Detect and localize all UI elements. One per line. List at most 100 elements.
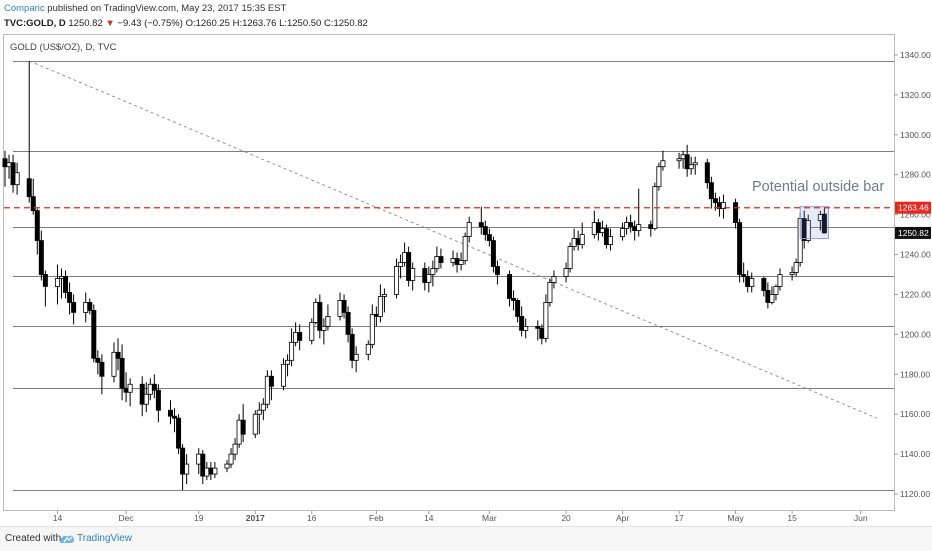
candle-body-down (741, 274, 747, 277)
candle (252, 410, 258, 439)
candle (264, 370, 270, 409)
candle (410, 262, 416, 291)
candle-body-up (599, 228, 605, 233)
candle (87, 298, 93, 315)
candle-body-down (737, 222, 743, 275)
candle-body-up (309, 321, 315, 341)
candle (543, 294, 549, 343)
tradingview-logo-icon[interactable] (58, 531, 76, 545)
candle-body-down (26, 178, 32, 198)
candle-body-down (341, 300, 347, 313)
candle-body-up (466, 222, 472, 237)
candle (599, 220, 605, 237)
candle-body-down (123, 387, 129, 393)
candle (309, 318, 315, 345)
candle (720, 194, 726, 219)
candle (692, 156, 698, 175)
symbol-legend: TVC:GOLD, D 1250.82 ▼ −9.43 (−0.75%) O:1… (4, 17, 368, 31)
candle-body-up (204, 467, 210, 477)
footer-bar: Created with TradingView (0, 526, 932, 551)
candle-body-down (30, 196, 36, 212)
candle (438, 248, 444, 269)
candle (486, 228, 492, 247)
candle-body-down (63, 276, 69, 293)
candle-body-up (365, 343, 371, 355)
candle (579, 222, 585, 249)
candle-body-down (176, 417, 182, 449)
candle-body-down (349, 333, 355, 361)
candle (430, 260, 436, 287)
y-tick-label: 1220.00 (900, 289, 931, 299)
candle (184, 454, 190, 485)
candle (297, 324, 303, 351)
candle-body-up (607, 236, 613, 245)
candle (325, 304, 331, 331)
candle (773, 284, 779, 301)
candle-body-down (87, 302, 93, 311)
candle-body-up (59, 276, 65, 279)
candle-body-up (636, 224, 642, 231)
candle (111, 342, 117, 383)
candle (466, 216, 472, 243)
candle (507, 270, 513, 307)
candle-body-up (353, 353, 359, 361)
candle (91, 304, 97, 363)
candle (660, 150, 666, 171)
y-tick-label: 1160.00 (900, 409, 930, 419)
annotation-text: Potential outside bar (752, 179, 884, 195)
candle (805, 214, 811, 243)
candle (208, 462, 214, 481)
candle-body-up (289, 341, 295, 361)
candle (143, 382, 149, 413)
candle (490, 236, 496, 273)
candle-body-down (486, 234, 492, 241)
publish-info: Comparic published on TradingView.com, M… (4, 2, 286, 16)
trendline (29, 60, 878, 419)
candle (462, 232, 468, 265)
candle (535, 320, 541, 341)
last-price: 1250.82 (68, 18, 103, 29)
candle-body-down (38, 240, 44, 275)
tradingview-brand-link[interactable]: TradingView (77, 533, 133, 544)
author-link[interactable]: Comparic (4, 3, 45, 14)
candle (636, 188, 642, 237)
candle (519, 306, 525, 337)
candle-body-up (591, 222, 597, 235)
candle (204, 462, 210, 481)
candle (680, 150, 686, 169)
candle-body-down (519, 316, 525, 331)
candle (478, 206, 484, 235)
candle (119, 344, 125, 401)
candle (236, 414, 242, 449)
candle (652, 182, 658, 231)
candle-body-up (337, 300, 343, 317)
candle-body-up (523, 325, 529, 331)
x-tick-label: 20 (561, 513, 571, 523)
candle (240, 404, 246, 443)
candle (821, 207, 827, 234)
candle (147, 378, 153, 401)
candle (71, 294, 77, 325)
candle-body-down (91, 310, 97, 359)
price-chart[interactable]: GOLD (US$/OZ), D, TVC Potential outside … (0, 0, 932, 526)
candle (494, 260, 500, 285)
candle (313, 298, 319, 325)
y-tick-label: 1260.00 (900, 210, 931, 220)
candle-body-down (745, 276, 751, 287)
candle-body-down (208, 467, 214, 475)
candle (38, 230, 44, 281)
candle-body-down (628, 222, 634, 227)
candle-body-down (821, 213, 827, 234)
candle-body-down (268, 375, 274, 387)
candle-body-down (155, 389, 161, 411)
resistance-price-tag (895, 201, 931, 214)
candle (741, 262, 747, 283)
last-price-label: 1250.82 (898, 228, 929, 238)
candle-body-down (478, 222, 484, 227)
candle (83, 292, 89, 323)
candle-body-down (297, 331, 303, 341)
x-tick-label: May (728, 513, 745, 523)
candle-body-up (692, 162, 698, 166)
candle (761, 276, 767, 297)
chart-title: GOLD (US$/OZ), D, TVC (10, 42, 117, 53)
